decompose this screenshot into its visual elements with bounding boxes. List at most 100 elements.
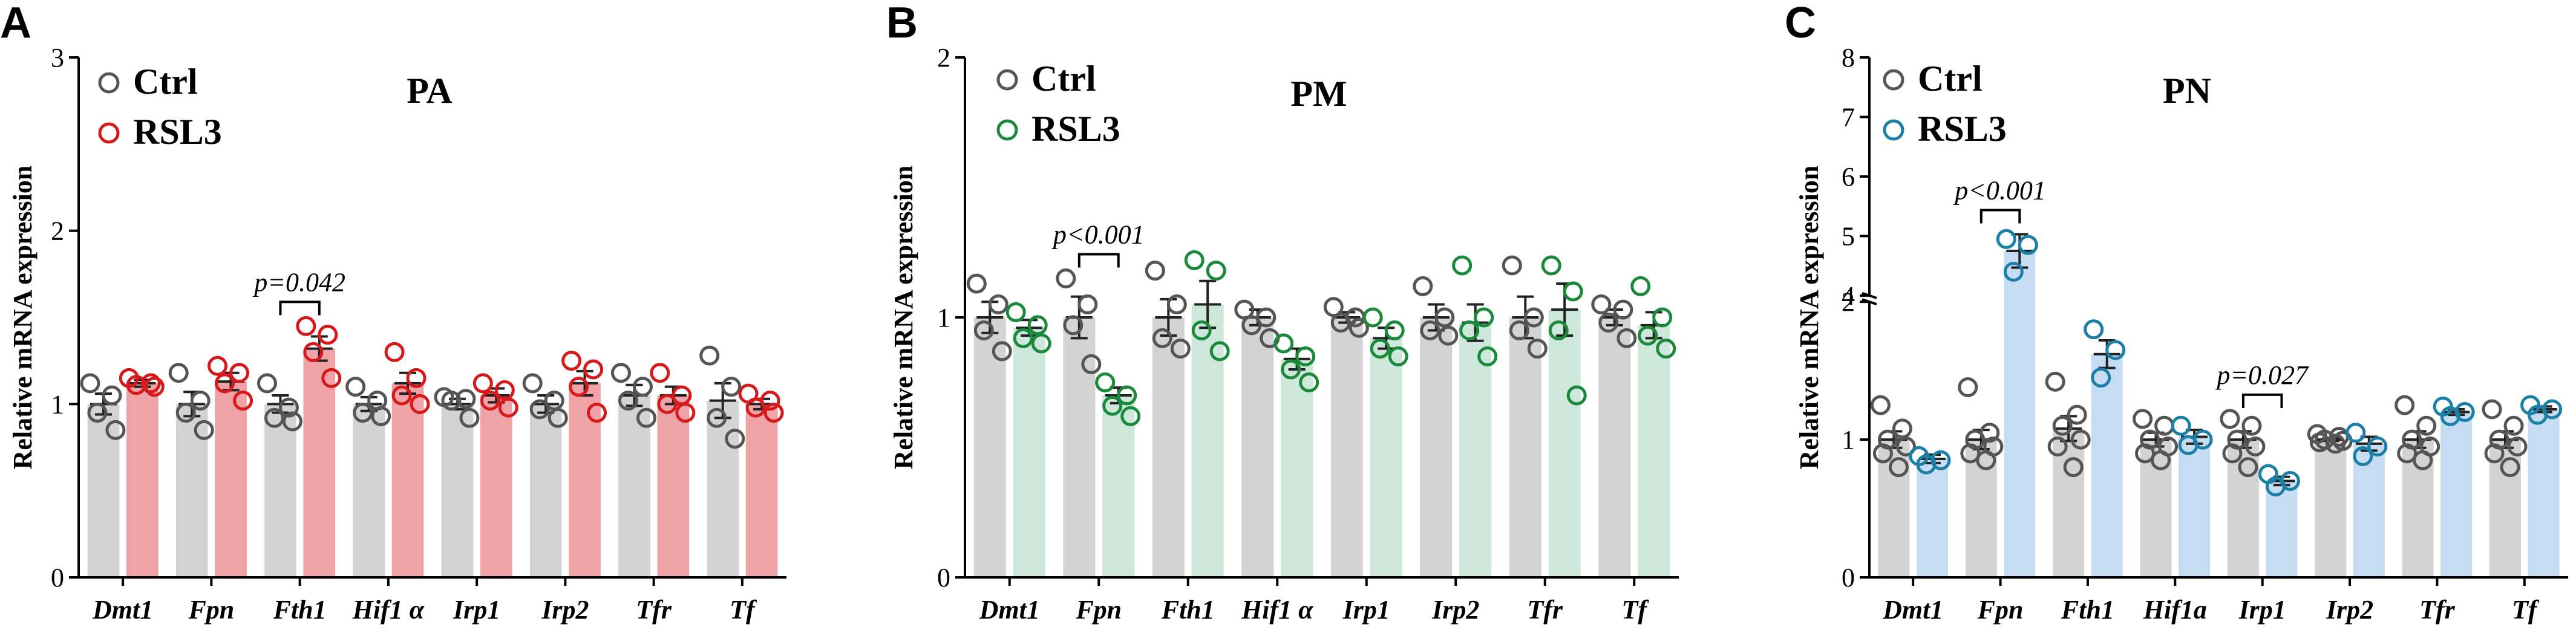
data-point-ctrl [1438,325,1459,346]
bar-rsl3-2 [1191,304,1224,577]
data-point-ctrl [353,403,373,423]
data-point-rsl3 [561,351,582,371]
bar-rsl3-0 [1916,459,1948,577]
bar-ctrl-6 [618,395,650,577]
data-point-ctrl [707,407,727,428]
panel-letter: A [0,0,31,47]
data-point-ctrl [2135,443,2156,464]
bar-ctrl-4 [441,404,474,577]
data-point-ctrl [1077,294,1098,314]
category-label: Irp2 [541,595,589,625]
category-label: Tf [1621,595,1649,625]
data-point-ctrl [1617,328,1637,348]
panel-title: PA [407,71,453,111]
legend-label-ctrl: Ctrl [1031,59,1096,99]
data-point-ctrl [456,389,476,409]
data-point-ctrl [725,429,745,449]
data-point-ctrl [2416,415,2437,436]
data-point-rsl3 [1630,276,1651,296]
data-point-ctrl [973,320,994,340]
data-point-rsl3 [1384,320,1405,340]
bar-ctrl-3 [353,404,385,577]
panel-letter: B [886,0,918,47]
category-label: Fpn [188,595,234,625]
data-point-ctrl [1145,261,1165,281]
bar-rsl3-7 [745,404,778,577]
data-point-rsl3 [321,368,342,388]
y-tick-label: 2 [1842,287,1855,317]
bar-ctrl-2 [2053,428,2085,577]
legend-label-rsl3: RSL3 [1031,109,1120,149]
data-point-ctrl [1241,315,1262,336]
category-label: Fpn [1977,595,2024,625]
data-point-ctrl [2482,399,2502,420]
data-point-rsl3 [1120,406,1141,426]
data-point-rsl3 [384,342,405,362]
data-point-ctrl [1502,255,1522,276]
y-axis-label: Relative mRNA expression [889,166,918,470]
panel-letter: C [1785,0,1816,47]
data-point-rsl3 [650,363,670,383]
data-point-rsl3 [480,391,500,411]
data-point-rsl3 [472,373,493,394]
bar-ctrl-3 [1241,317,1274,577]
data-point-ctrl [1892,418,1912,439]
legend-label-rsl3: RSL3 [1918,109,2007,149]
y-axis-label: Relative mRNA expression [1794,166,1824,470]
legend-label-ctrl: Ctrl [1918,59,1983,99]
data-point-ctrl [2052,415,2073,436]
data-point-rsl3 [2171,415,2191,436]
data-point-ctrl [2245,436,2266,456]
significance-bracket [1077,253,1120,268]
panel-b: B PM Relative mRNA expression 0 1 2 Dmt1 Fpn Fth… [886,0,1679,625]
category-label: Irp1 [2238,595,2286,625]
bar-rsl3-0 [1013,328,1045,577]
data-point-ctrl [80,373,100,394]
data-point-rsl3 [1117,385,1137,406]
data-point-rsl3 [1013,328,1033,348]
bar-ctrl-0 [87,404,120,577]
data-point-rsl3 [1031,333,1051,354]
data-point-rsl3 [2528,404,2548,425]
data-point-ctrl [1170,339,1191,359]
data-point-rsl3 [1563,281,1583,302]
data-point-ctrl [1434,307,1455,328]
data-point-ctrl [2063,457,2084,478]
data-point-ctrl [1895,436,1916,456]
y-tick-label: 8 [1842,43,1855,73]
bar-ctrl-6 [1509,317,1541,577]
category-label: Dmt1 [1882,595,1943,625]
data-point-ctrl [699,345,720,366]
data-point-ctrl [1591,294,1612,314]
data-point-ctrl [2045,371,2065,392]
data-point-ctrl [371,406,391,426]
data-point-rsl3 [2105,340,2126,360]
data-point-rsl3 [318,325,338,345]
bar-ctrl-6 [2402,440,2434,577]
y-tick-label: 2 [51,216,64,246]
data-point-rsl3 [1477,346,1498,366]
panel-title: PN [2163,71,2211,111]
bar-rsl3-1 [1102,395,1135,577]
data-point-ctrl [264,407,284,428]
data-point-ctrl [2413,450,2433,470]
data-point-ctrl [1166,294,1187,314]
data-point-rsl3 [2440,406,2460,426]
y-tick-label: 4 [1842,281,1855,311]
panel-a: A PA Relative mRNA expression 0 1 2 3 Dmt1 Fpn Ft… [0,0,786,625]
data-point-ctrl [441,391,462,411]
data-point-rsl3 [1191,320,1212,340]
data-point-ctrl [2151,450,2171,470]
data-point-rsl3 [1005,302,1026,322]
data-point-ctrl [2070,429,2091,450]
y-tick-label: 3 [51,43,64,73]
bar-ctrl-5 [1420,317,1453,577]
data-point-rsl3 [583,359,604,380]
bar-rsl3-2 [303,348,336,577]
data-point-ctrl [1348,317,1369,338]
data-point-rsl3 [303,342,324,362]
data-point-rsl3 [1209,341,1230,362]
bar-rsl3-7 [1638,325,1670,577]
data-point-ctrl [102,385,122,406]
